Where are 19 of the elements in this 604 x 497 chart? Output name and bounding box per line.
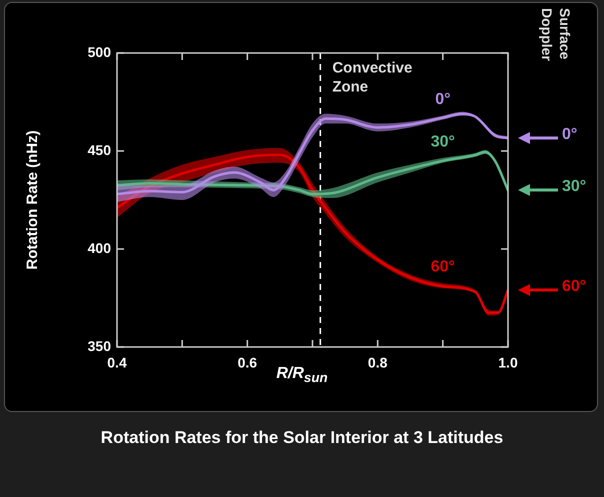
x-tick-label: 0.8	[368, 354, 388, 370]
x-tick-label: 0.4	[107, 354, 127, 370]
y-tick-label: 500	[88, 44, 112, 60]
x-tick-label: 1.0	[498, 354, 518, 370]
x-tick-label: 0.6	[238, 354, 258, 370]
series-label: 30°	[430, 133, 455, 150]
y-axis-title: Rotation Rate (nHz)	[24, 130, 42, 270]
ref-line-label: Convective Zone	[332, 60, 412, 96]
text: Rotation Rates for the Solar Interior at 3 Latitudes	[100, 428, 504, 448]
series-label: 60°	[430, 258, 455, 276]
y-tick-label: 450	[88, 142, 112, 158]
text: Surface Doppler	[538, 8, 574, 63]
text: 60°	[562, 278, 586, 296]
text: 30°	[562, 178, 586, 196]
series-label: 0°	[435, 91, 450, 108]
x-axis-title: R/R$_{sun}$	[276, 365, 328, 386]
y-tick-label: 400	[88, 240, 112, 256]
text: 0°	[562, 126, 578, 144]
y-tick-label: 350	[88, 338, 112, 354]
